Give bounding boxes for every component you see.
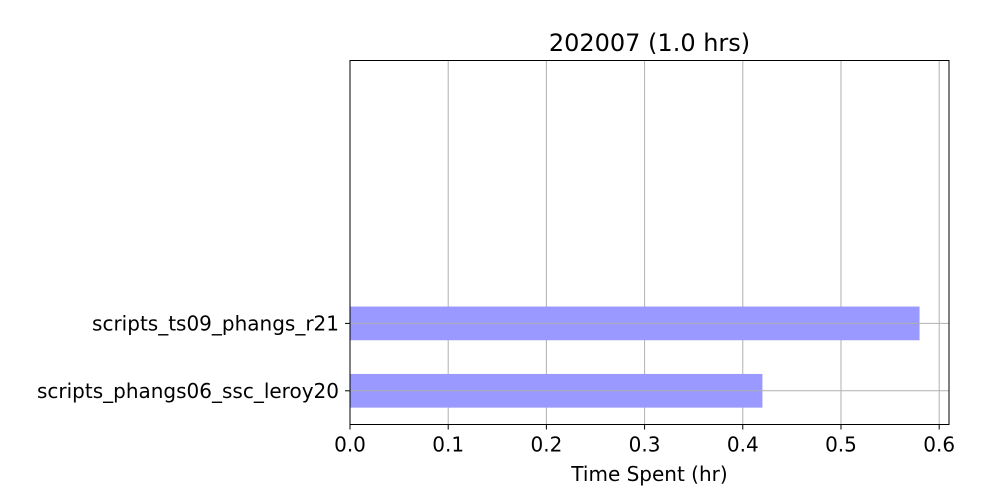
y-axis-ticks: scripts_phangs06_ssc_leroy20 scripts_ts09… (37, 311, 350, 403)
x-tick-label-3: 0.3 (629, 433, 661, 457)
grid-lines (349, 60, 940, 425)
x-tick-label-0: 0.0 (334, 433, 366, 457)
x-tick-label-1: 0.1 (432, 433, 464, 457)
x-tick-label-5: 0.5 (825, 433, 857, 457)
x-tick-label-4: 0.4 (727, 433, 759, 457)
x-tick-label-6: 0.6 (923, 433, 955, 457)
plot-frame (349, 60, 950, 425)
x-axis-label: Time Spent (hr) (570, 462, 727, 486)
x-tick-label-2: 0.2 (530, 433, 562, 457)
y-tick-label-1: scripts_ts09_phangs_r21 (92, 311, 339, 335)
bars (350, 306, 920, 408)
x-axis-ticks: 0.0 0.1 0.2 0.3 0.4 0.5 0.6 (334, 424, 955, 457)
chart-title: 202007 (1.0 hrs) (549, 29, 750, 57)
y-tick-label-0: scripts_phangs06_ssc_leroy20 (37, 379, 339, 403)
